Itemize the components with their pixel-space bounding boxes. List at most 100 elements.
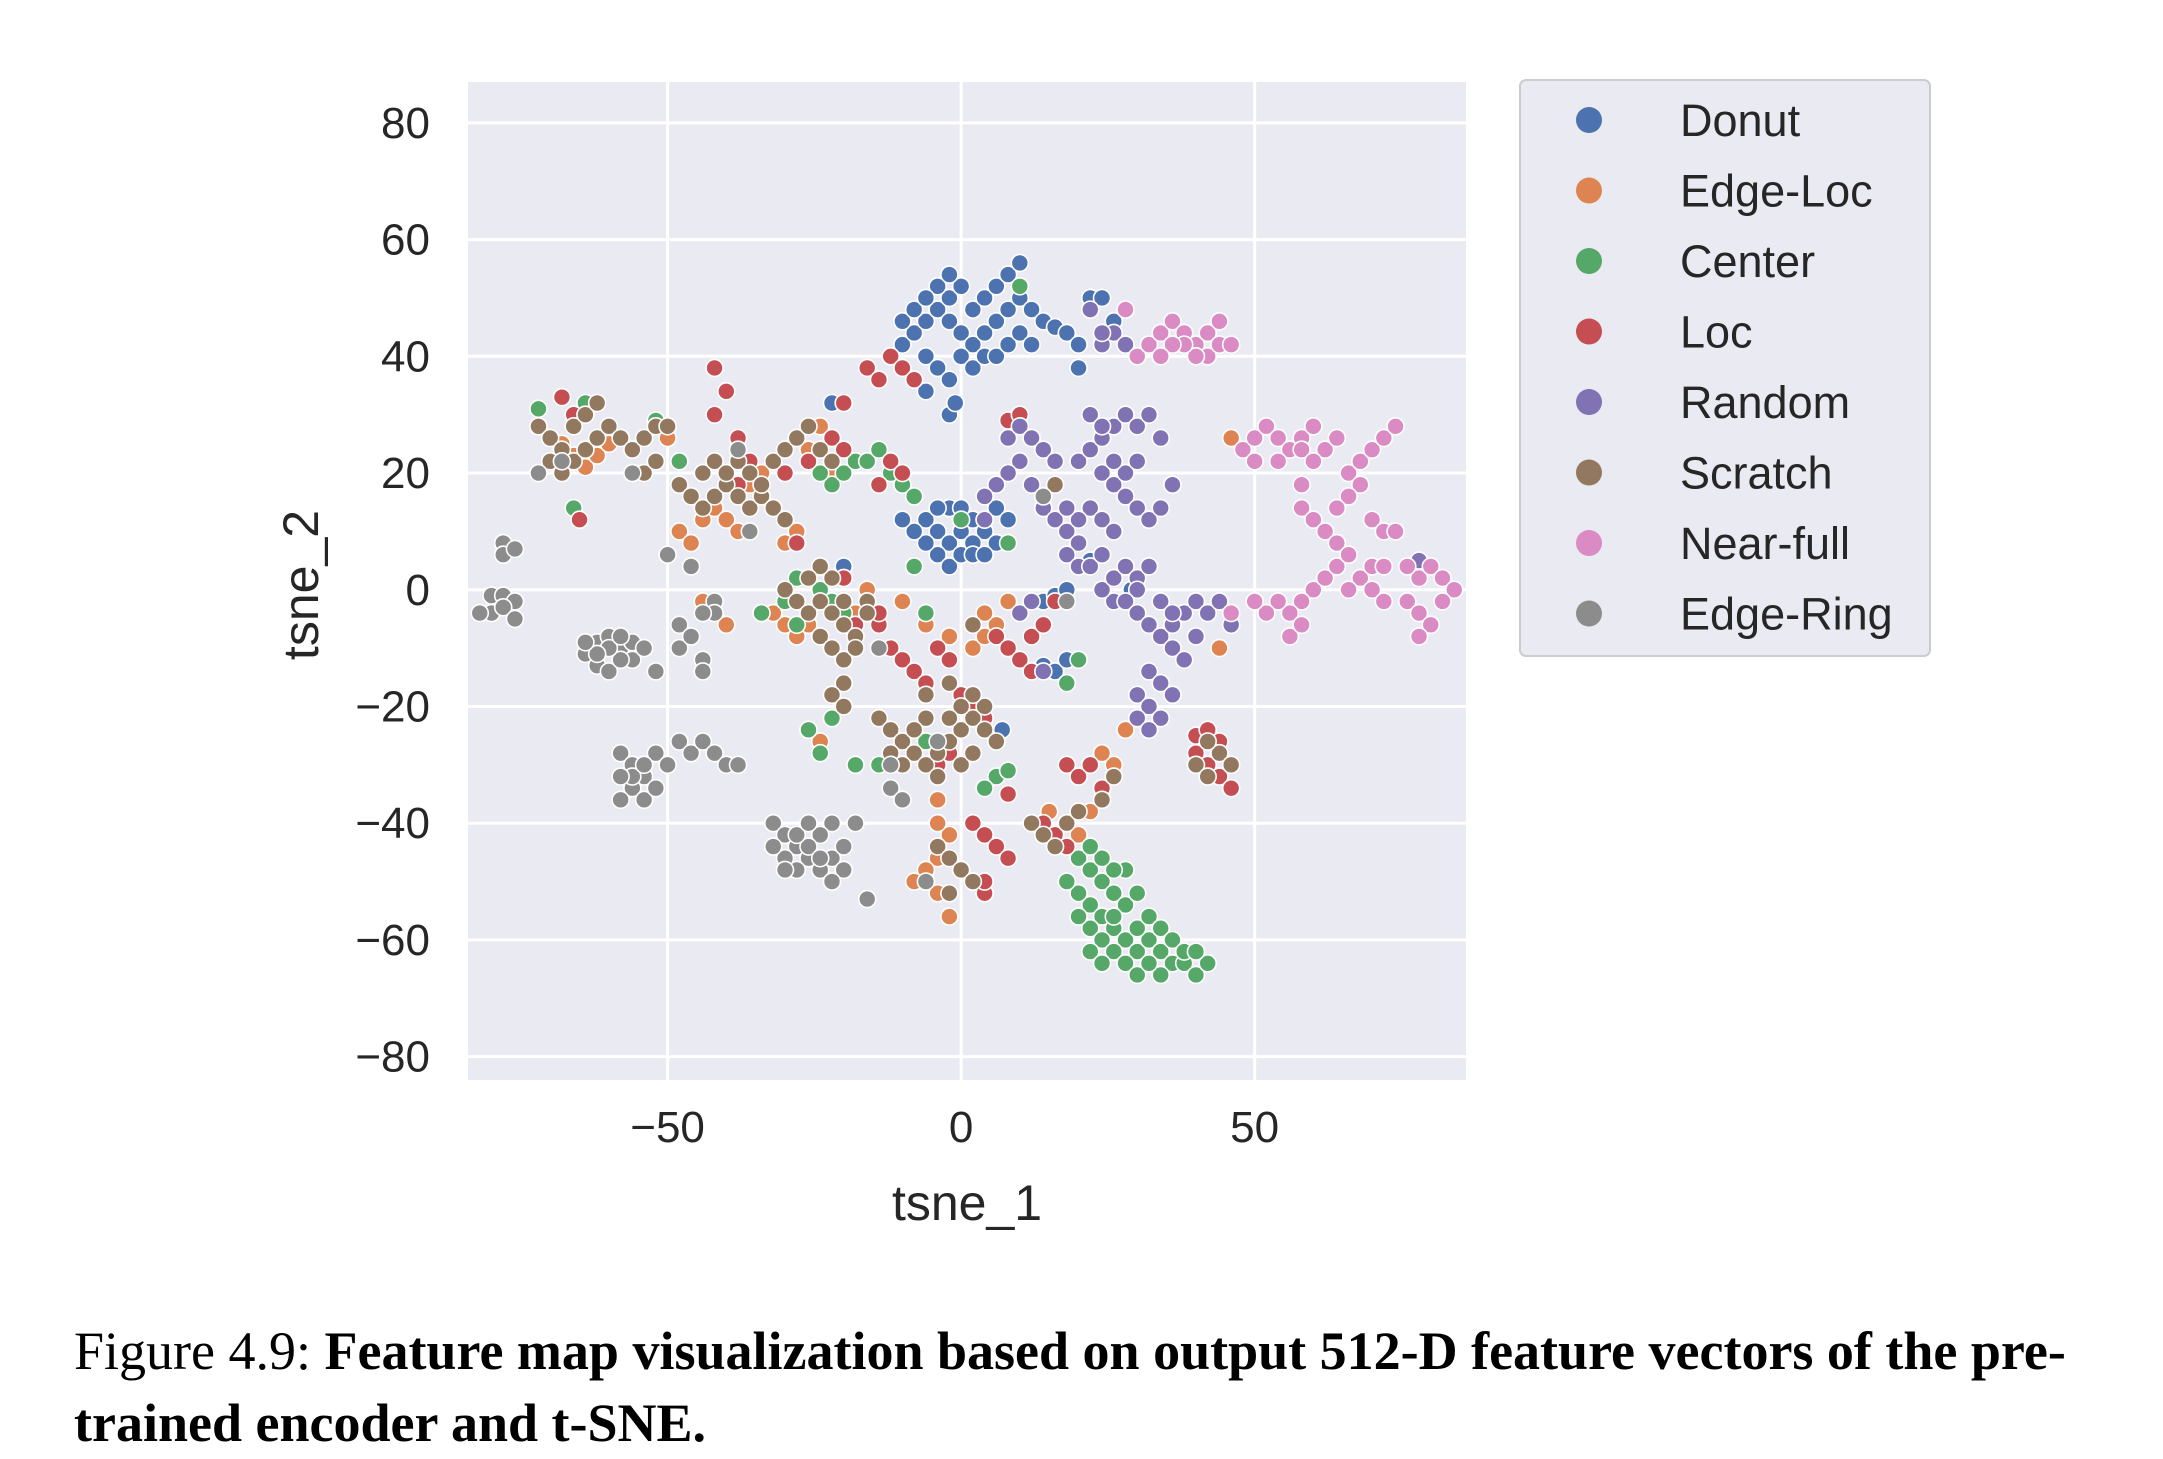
data-point — [1139, 335, 1159, 354]
data-point — [505, 539, 525, 559]
data-point — [1339, 545, 1358, 565]
data-point — [963, 872, 983, 891]
legend-label: Loc — [1680, 307, 1753, 358]
data-point — [787, 533, 807, 553]
data-point — [763, 837, 783, 856]
data-point — [963, 358, 983, 378]
data-point — [916, 382, 936, 401]
data-point — [1022, 475, 1041, 495]
data-point — [998, 510, 1018, 530]
data-point — [916, 755, 936, 775]
data-point — [893, 335, 912, 354]
legend: Donut Edge-Loc Center Loc Random Scratch Near-… — [1519, 79, 1931, 657]
data-point — [945, 393, 965, 413]
legend-marker — [1576, 177, 1602, 204]
data-point — [822, 708, 842, 728]
data-point — [1421, 557, 1441, 576]
data-point — [1245, 592, 1264, 611]
data-point — [1139, 510, 1159, 530]
x-tick-label: −50 — [630, 1103, 705, 1152]
data-point — [1163, 335, 1182, 354]
data-point — [1116, 487, 1135, 506]
data-point — [787, 428, 807, 448]
data-point — [1127, 708, 1147, 728]
data-point — [1292, 615, 1311, 635]
y-tick-label: 0 — [406, 566, 430, 615]
data-point — [975, 603, 994, 623]
legend-label: Donut — [1680, 95, 1801, 146]
data-point — [1186, 942, 1206, 961]
series-edge-ring — [470, 440, 1077, 909]
data-point — [916, 708, 936, 728]
data-point — [1292, 592, 1311, 611]
data-point — [1104, 568, 1124, 588]
data-point — [799, 603, 818, 623]
data-point — [963, 708, 983, 728]
figure-caption: Figure 4.9: Feature map visualization ba… — [74, 1315, 2154, 1459]
data-point — [1127, 347, 1147, 366]
data-point — [705, 405, 724, 424]
data-point — [834, 650, 854, 670]
data-point — [1186, 347, 1206, 366]
data-point — [928, 300, 947, 319]
data-point — [1163, 930, 1182, 950]
data-point — [916, 347, 936, 366]
data-point — [681, 557, 701, 576]
data-point — [893, 311, 912, 331]
data-point — [799, 837, 818, 856]
data-point — [951, 755, 971, 775]
data-point — [540, 428, 560, 448]
data-point — [1339, 487, 1358, 506]
data-point — [529, 399, 548, 419]
data-point — [1127, 580, 1147, 600]
data-point — [975, 288, 994, 308]
data-point — [834, 860, 854, 880]
data-point — [893, 732, 912, 751]
data-point — [1092, 545, 1112, 565]
data-point — [1022, 592, 1041, 611]
data-point — [869, 370, 889, 389]
data-point — [799, 813, 818, 833]
data-point — [1080, 300, 1100, 319]
data-point — [740, 498, 760, 518]
data-point — [1139, 930, 1159, 950]
data-point — [928, 790, 947, 810]
data-point — [1421, 615, 1441, 635]
data-point — [1304, 580, 1323, 600]
y-tick-label: 40 — [381, 332, 430, 381]
data-point — [1127, 942, 1147, 961]
data-point — [1397, 557, 1417, 576]
legend-label: Edge-Ring — [1680, 589, 1893, 640]
data-point — [963, 743, 983, 763]
data-point — [1339, 580, 1358, 600]
legend-label: Near-full — [1680, 518, 1850, 569]
data-point — [951, 276, 971, 296]
data-point — [1127, 417, 1147, 436]
data-point — [940, 557, 959, 576]
plot-area — [468, 82, 1466, 1080]
data-point — [1163, 311, 1182, 331]
legend-marker — [1576, 459, 1602, 486]
data-point — [1127, 498, 1147, 518]
legend-label: Center — [1680, 236, 1815, 287]
data-point — [670, 732, 689, 751]
data-point — [846, 755, 865, 775]
data-point — [1292, 440, 1311, 459]
data-point — [1057, 498, 1077, 518]
data-point — [1069, 452, 1088, 471]
data-point — [1022, 428, 1041, 448]
legend-label: Random — [1680, 377, 1850, 428]
data-point — [658, 417, 677, 436]
data-point — [904, 323, 924, 343]
data-point — [940, 265, 959, 284]
data-point — [681, 743, 701, 763]
data-point — [904, 662, 924, 681]
data-point — [670, 475, 689, 495]
data-point — [987, 732, 1006, 751]
data-point — [1010, 650, 1030, 670]
data-point — [646, 778, 666, 798]
data-point — [1163, 603, 1182, 623]
data-point — [928, 545, 947, 565]
data-point — [1069, 907, 1088, 926]
data-point — [834, 463, 854, 483]
